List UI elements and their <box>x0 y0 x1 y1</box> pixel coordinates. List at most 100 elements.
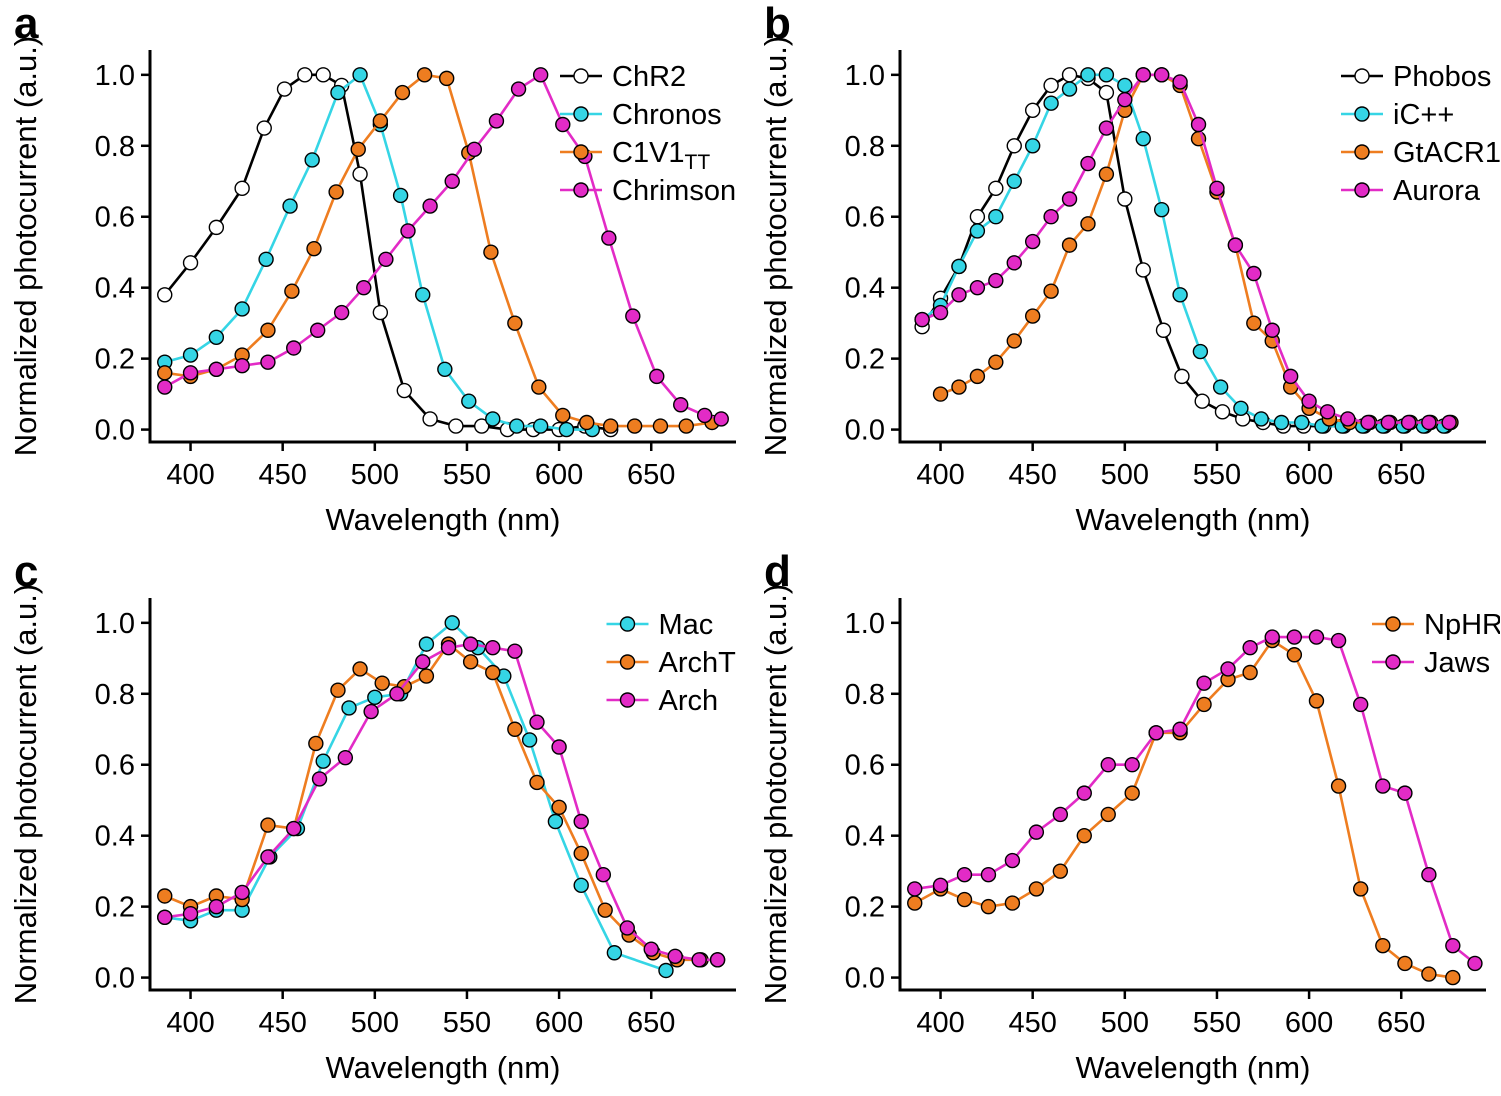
data-point-C1V1 <box>507 315 523 331</box>
legend-item-ArchT: ArchT <box>606 647 736 679</box>
y-axis-label: Normalized photocurrent (a.u.) <box>8 36 43 456</box>
data-point-Chrimson <box>309 322 326 338</box>
legend: Mac ArchT Arch <box>606 609 736 717</box>
panel-c: c 400 450 500 550 600 650 0.0 0.2 0.4 0.6 0.8 1.0 Wa… <box>0 548 750 1096</box>
data-point-Aurora <box>1024 233 1041 250</box>
data-point-Phobos <box>1006 138 1022 154</box>
data-point-Chronos <box>234 301 250 317</box>
chart-d-spectra: 400 450 500 550 600 650 0.0 0.2 0.4 0.6 0.8 1.0 Wave… <box>758 584 1500 1085</box>
y-tick-label: 0.4 <box>95 821 135 853</box>
data-point-NpHR <box>1028 881 1045 897</box>
y-tick-label: 0.0 <box>845 415 885 447</box>
data-point-Chronos <box>330 84 346 101</box>
data-point-Jaws <box>1004 852 1021 869</box>
panel-d: d 400 450 500 550 600 650 0.0 0.2 0.4 0.6 0.8 1.0 Wa… <box>750 548 1500 1096</box>
data-point-NpHR <box>1196 696 1212 713</box>
data-point-Aurora <box>1153 67 1170 83</box>
chart-c-spectra: 400 450 500 550 600 650 0.0 0.2 0.4 0.6 0.8 1.0 Wave… <box>8 584 736 1085</box>
data-point-ChR2 <box>182 255 199 271</box>
data-point-C1V1 <box>579 414 595 431</box>
data-point-ChR2 <box>448 418 464 434</box>
data-point-Chronos <box>485 411 501 427</box>
data-point-Arch <box>389 686 405 702</box>
data-point-Chrimson <box>673 397 689 413</box>
x-tick-label: 550 <box>443 1007 491 1039</box>
data-point-ArchT <box>352 661 368 677</box>
legend-item-C1V1: C1V1TT <box>560 137 710 174</box>
data-point-Chrimson <box>422 198 438 214</box>
x-tick-label: 550 <box>1193 1007 1241 1039</box>
data-point-Jaws <box>1330 632 1347 649</box>
legend-marker-icon <box>573 68 589 84</box>
y-tick-label: 0.4 <box>845 273 885 305</box>
data-point-Aurora <box>1400 414 1417 431</box>
x-tick-label: 550 <box>1193 459 1241 491</box>
data-point-iC++ <box>969 223 986 239</box>
data-point-Arch <box>440 639 457 656</box>
data-point-Mac <box>315 753 331 769</box>
data-point-GtACR1 <box>1061 237 1078 253</box>
series-Jaws <box>907 629 1483 972</box>
data-point-iC++ <box>1253 411 1269 427</box>
data-point-Aurora <box>988 272 1004 289</box>
y-axis-label: Normalized photocurrent (a.u.) <box>758 584 793 1004</box>
y-tick-label: 0.6 <box>95 750 135 782</box>
data-point-NpHR <box>1100 806 1116 823</box>
x-tick-label: 600 <box>535 459 583 491</box>
data-point-Arch <box>529 714 545 730</box>
chart-a-spectra: 400 450 500 550 600 650 0.0 0.2 0.4 0.6 0.8 1.0 Wave… <box>8 36 736 537</box>
legend-label: NpHR <box>1424 609 1500 641</box>
legend-item-Mac: Mac <box>606 609 714 641</box>
data-point-Aurora <box>969 279 986 296</box>
data-point-iC++ <box>1117 77 1133 94</box>
data-point-iC++ <box>1212 379 1229 395</box>
data-point-Chrimson <box>260 354 276 370</box>
data-point-ChR2 <box>372 304 389 321</box>
data-point-Chronos <box>282 198 298 214</box>
legend-label: Mac <box>659 609 714 641</box>
series-Chronos <box>157 67 600 438</box>
data-point-GtACR1 <box>1080 216 1096 232</box>
data-point-Arch <box>709 952 726 968</box>
legend-item-iC++: iC++ <box>1341 99 1454 131</box>
data-point-C1V1 <box>306 240 322 257</box>
legend-label: Jaws <box>1424 647 1490 679</box>
data-point-ArchT <box>418 668 435 684</box>
data-point-Arch <box>337 749 354 766</box>
data-point-NpHR <box>1397 955 1413 972</box>
x-tick-label: 400 <box>166 1007 214 1039</box>
y-tick-label: 0.6 <box>845 750 885 782</box>
data-point-Jaws <box>1242 639 1258 656</box>
x-tick-label: 500 <box>1101 459 1149 491</box>
legend-label: Arch <box>659 685 719 717</box>
data-point-C1V1 <box>678 418 694 434</box>
data-point-Chrimson <box>234 358 250 374</box>
data-point-C1V1 <box>483 244 499 260</box>
data-point-ArchT <box>308 735 324 752</box>
data-point-Arch <box>667 948 683 964</box>
data-point-Phobos <box>969 209 986 225</box>
data-point-Arch <box>182 906 199 922</box>
legend-label: ChR2 <box>612 61 686 93</box>
x-tick-label: 400 <box>916 1007 964 1039</box>
data-point-Jaws <box>1172 721 1188 737</box>
data-point-Aurora <box>1301 393 1317 409</box>
axes: 400 450 500 550 600 650 0.0 0.2 0.4 0.6 0.8 1.0 Wave… <box>8 584 736 1085</box>
data-point-Arch <box>234 884 250 901</box>
data-point-iC++ <box>1080 67 1096 83</box>
data-point-ChR2 <box>315 67 331 83</box>
data-point-Jaws <box>907 881 923 897</box>
legend-marker-icon <box>619 654 636 670</box>
series-Phobos <box>914 67 1454 434</box>
data-point-iC++ <box>1024 138 1041 154</box>
data-point-Chronos <box>437 361 453 377</box>
data-point-Aurora <box>1340 411 1356 427</box>
data-point-Jaws <box>1148 725 1164 741</box>
data-point-Aurora <box>1264 322 1280 338</box>
data-point-Jaws <box>1124 757 1140 773</box>
data-point-Aurora <box>914 311 930 328</box>
data-point-ChR2 <box>352 166 368 182</box>
data-point-NpHR <box>907 895 923 911</box>
data-point-GtACR1 <box>932 386 949 402</box>
data-point-ArchT <box>462 654 479 670</box>
